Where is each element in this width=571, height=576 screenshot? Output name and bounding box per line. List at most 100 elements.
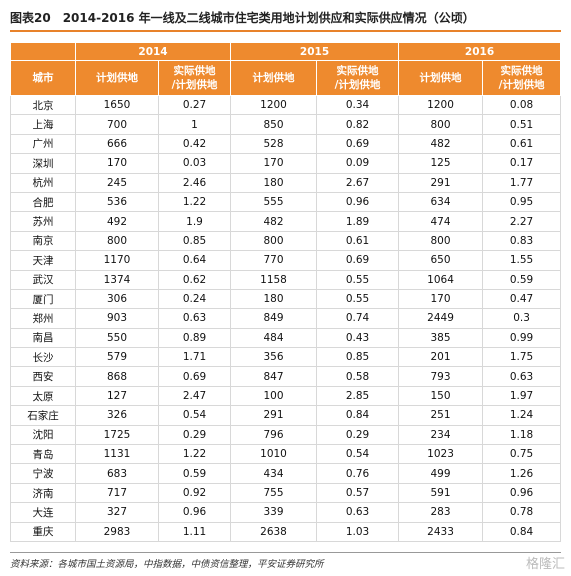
value-cell: 1200 [398, 94, 484, 116]
column-header: 实际供地/计划供地 [157, 60, 232, 96]
value-cell: 385 [398, 327, 484, 349]
value-cell: 2638 [230, 521, 318, 542]
value-cell: 0.63 [316, 502, 400, 523]
value-cell: 1 [157, 114, 232, 135]
table-row: 武汉 1374 0.62 1158 0.55 1064 0.59 [10, 269, 562, 290]
value-cell: 666 [75, 133, 159, 155]
value-cell: 0.63 [157, 308, 232, 329]
column-header: 计划供地 [398, 60, 484, 96]
value-cell: 0.62 [157, 269, 232, 290]
city-cell: 重庆 [10, 521, 76, 542]
header-row: 2014 2015 2016 [10, 42, 562, 61]
value-cell: 327 [75, 502, 159, 523]
value-cell: 234 [398, 424, 484, 446]
value-cell: 1.71 [157, 347, 232, 368]
value-cell: 0.69 [316, 133, 400, 155]
value-cell: 0.78 [482, 502, 562, 523]
city-cell: 济南 [10, 482, 76, 504]
value-cell: 0.85 [316, 347, 400, 368]
value-cell: 0.76 [316, 463, 400, 484]
value-cell: 1.97 [482, 385, 562, 407]
city-cell: 苏州 [10, 211, 76, 232]
value-cell: 793 [398, 366, 484, 387]
value-cell: 0.51 [482, 114, 562, 135]
header-cell [10, 42, 76, 61]
value-cell: 796 [230, 424, 318, 446]
column-header: 计划供地 [230, 60, 318, 96]
column-header-line: 实际供地 [500, 65, 543, 77]
value-cell: 0.92 [157, 482, 232, 504]
value-cell: 170 [75, 153, 159, 174]
value-cell: 201 [398, 347, 484, 368]
value-cell: 0.82 [316, 114, 400, 135]
table-row: 南京 800 0.85 800 0.61 800 0.83 [10, 230, 562, 252]
city-cell: 杭州 [10, 172, 76, 193]
table-row: 天津 1170 0.64 770 0.69 650 1.55 [10, 250, 562, 271]
value-cell: 2.27 [482, 211, 562, 232]
value-cell: 339 [230, 502, 318, 523]
table-row: 苏州 492 1.9 482 1.89 474 2.27 [10, 211, 562, 232]
value-cell: 1.26 [482, 463, 562, 484]
value-cell: 2449 [398, 308, 484, 329]
value-cell: 484 [230, 327, 318, 349]
city-cell: 石家庄 [10, 405, 76, 426]
value-cell: 0.03 [157, 153, 232, 174]
table-row: 厦门 306 0.24 180 0.55 170 0.47 [10, 288, 562, 310]
value-cell: 536 [75, 191, 159, 213]
city-cell: 天津 [10, 250, 76, 271]
value-cell: 1374 [75, 269, 159, 290]
value-cell: 800 [230, 230, 318, 252]
value-cell: 700 [75, 114, 159, 135]
value-cell: 0.54 [157, 405, 232, 426]
value-cell: 850 [230, 114, 318, 135]
column-header: 计划供地 [75, 60, 159, 96]
value-cell: 0.75 [482, 444, 562, 465]
value-cell: 1.55 [482, 250, 562, 271]
value-cell: 0.96 [482, 482, 562, 504]
value-cell: 683 [75, 463, 159, 484]
value-cell: 0.84 [482, 521, 562, 542]
value-cell: 0.64 [157, 250, 232, 271]
value-cell: 1170 [75, 250, 159, 271]
value-cell: 903 [75, 308, 159, 329]
value-cell: 291 [230, 405, 318, 426]
column-header: 实际供地/计划供地 [316, 60, 400, 96]
table-row: 石家庄 326 0.54 291 0.84 251 1.24 [10, 405, 562, 426]
table-row: 青岛 1131 1.22 1010 0.54 1023 0.75 [10, 444, 562, 465]
city-cell: 长沙 [10, 347, 76, 368]
value-cell: 770 [230, 250, 318, 271]
city-cell: 太原 [10, 385, 76, 407]
value-cell: 0.57 [316, 482, 400, 504]
value-cell: 579 [75, 347, 159, 368]
city-cell: 沈阳 [10, 424, 76, 446]
value-cell: 356 [230, 347, 318, 368]
table-row: 深圳 170 0.03 170 0.09 125 0.17 [10, 153, 562, 174]
figure-label: 图表20 [10, 11, 51, 25]
table-row: 太原 127 2.47 100 2.85 150 1.97 [10, 385, 562, 407]
value-cell: 1650 [75, 94, 159, 116]
value-cell: 0.42 [157, 133, 232, 155]
value-cell: 717 [75, 482, 159, 504]
value-cell: 1.03 [316, 521, 400, 542]
table-row: 济南 717 0.92 755 0.57 591 0.96 [10, 482, 562, 504]
value-cell: 0.89 [157, 327, 232, 349]
value-cell: 306 [75, 288, 159, 310]
value-cell: 0.69 [157, 366, 232, 387]
value-cell: 1.22 [157, 444, 232, 465]
table-row: 合肥 536 1.22 555 0.96 634 0.95 [10, 191, 562, 213]
city-cell: 大连 [10, 502, 76, 523]
header-row: 城市 计划供地 实际供地/计划供地 计划供地 实际供地/计划供地 计划供地 实际供地/计划供… [10, 60, 562, 96]
column-header-line: /计划供地 [498, 79, 545, 91]
value-cell: 1064 [398, 269, 484, 290]
value-cell: 0.29 [316, 424, 400, 446]
column-header-line: /计划供地 [171, 79, 218, 91]
column-header: 城市 [10, 60, 76, 96]
value-cell: 847 [230, 366, 318, 387]
value-cell: 1.75 [482, 347, 562, 368]
column-header-line: /计划供地 [334, 79, 381, 91]
value-cell: 482 [398, 133, 484, 155]
value-cell: 482 [230, 211, 318, 232]
value-cell: 0.27 [157, 94, 232, 116]
table-row: 广州 666 0.42 528 0.69 482 0.61 [10, 133, 562, 155]
